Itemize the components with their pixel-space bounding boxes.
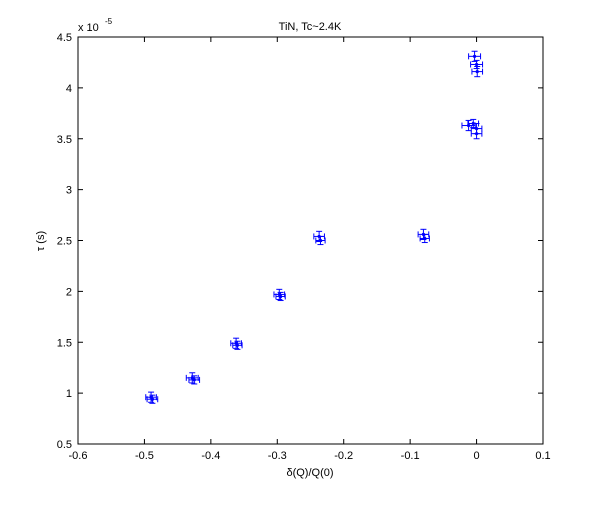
data-point bbox=[185, 372, 199, 384]
y-tick-label: 3 bbox=[66, 185, 72, 197]
data-point bbox=[146, 394, 159, 404]
point-marker bbox=[423, 236, 427, 241]
y-axis-exponent-power: -5 bbox=[105, 17, 113, 26]
data-point bbox=[419, 233, 430, 244]
y-tick-label: 4 bbox=[66, 83, 72, 95]
point-marker bbox=[474, 62, 479, 67]
x-tick-label: 0.1 bbox=[535, 450, 550, 462]
x-tick-label: -0.2 bbox=[334, 450, 353, 462]
data-point bbox=[315, 235, 326, 246]
point-marker bbox=[192, 378, 196, 382]
x-tick-label: -0.5 bbox=[135, 450, 154, 462]
y-axis-label: τ (s) bbox=[35, 231, 47, 251]
data-point bbox=[467, 118, 480, 129]
y-tick-label: 0.5 bbox=[57, 439, 72, 451]
point-marker bbox=[472, 54, 477, 58]
chart-title: TiN, Tc~2.4K bbox=[279, 21, 342, 33]
data-point bbox=[470, 59, 484, 70]
x-axis-label: δ(Q)/Q(0) bbox=[286, 467, 333, 479]
y-tick-label: 1 bbox=[66, 388, 72, 400]
y-tick-label: 1.5 bbox=[57, 337, 72, 349]
plot-area bbox=[77, 36, 544, 445]
x-tick-label: -0.3 bbox=[268, 450, 287, 462]
point-marker bbox=[279, 294, 283, 299]
y-tick-label: 4.5 bbox=[57, 32, 72, 44]
data-point bbox=[275, 291, 286, 302]
y-tick-label: 2 bbox=[66, 286, 72, 298]
point-marker bbox=[475, 69, 479, 74]
x-tick-label: -0.1 bbox=[401, 450, 420, 462]
point-marker bbox=[190, 376, 194, 380]
x-tick-label: 0 bbox=[474, 450, 480, 462]
data-point bbox=[188, 375, 201, 385]
data-point bbox=[232, 340, 243, 350]
point-marker bbox=[471, 121, 475, 126]
x-tick-label: -0.4 bbox=[201, 450, 220, 462]
point-marker bbox=[318, 238, 323, 243]
y-tick-label: 2.5 bbox=[57, 236, 72, 248]
x-tick-label: -0.6 bbox=[69, 450, 88, 462]
y-axis-ticks: 0.5 1 1.5 2 2.5 3 3.5 4 4.5 bbox=[57, 32, 543, 451]
data-points bbox=[145, 50, 484, 404]
data-point bbox=[471, 66, 484, 78]
point-marker bbox=[150, 397, 154, 401]
point-marker bbox=[235, 343, 240, 347]
data-point bbox=[470, 128, 483, 140]
y-tick-label: 3.5 bbox=[57, 134, 72, 146]
point-marker bbox=[474, 132, 479, 136]
y-axis-exponent-prefix: x 10 bbox=[78, 22, 99, 34]
x-axis-ticks: -0.6 -0.5 -0.4 -0.3 -0.2 -0.1 0 0.1 bbox=[69, 37, 551, 462]
